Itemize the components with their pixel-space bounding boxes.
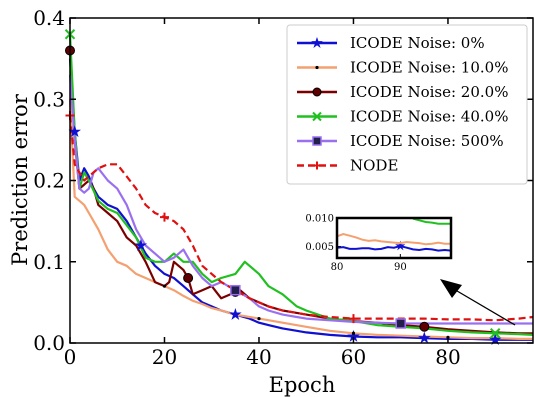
data-point-node: [348, 314, 358, 324]
series-markers: [64, 29, 502, 346]
data-point-icode-noise-40-0: [489, 328, 501, 339]
legend-label: ICODE Noise: 10.0%: [350, 59, 508, 77]
legend-entry: ICODE Noise: 500%: [297, 132, 504, 150]
inset-background: [337, 218, 451, 258]
x-axis-label: Epoch: [269, 373, 336, 397]
data-point-icode-noise-20-0: [183, 273, 194, 283]
legend-label: ICODE Noise: 0%: [350, 34, 485, 52]
inset-zoom: 80 90 0.005 0.010: [305, 214, 453, 273]
legend-marker: [313, 161, 321, 170]
x-tick-label: 20: [152, 345, 177, 369]
legend-label: ICODE Noise: 40.0%: [350, 108, 508, 126]
y-axis-label: Prediction error: [8, 93, 32, 266]
x-tick-label: 80: [435, 345, 460, 369]
inset-arrow: [440, 279, 516, 326]
arrow-head: [440, 279, 462, 298]
series-line-icode-noise-10-0: [68, 99, 533, 340]
legend-entry: ICODE Noise: 0%: [297, 34, 485, 52]
data-point-icode-noise-10-0: [351, 331, 356, 335]
inset-frame: [335, 216, 453, 260]
legend: ICODE Noise: 0% ICODE Noise: 10.0% ICODE N…: [286, 24, 528, 185]
data-point-icode-noise-500: [230, 284, 241, 296]
y-tick-label: 0.3: [33, 87, 65, 111]
inset-line-icode-noise-10-0: [336, 232, 451, 246]
legend-label: NODE: [350, 157, 398, 175]
inset-x-tick-label: 80: [331, 262, 344, 273]
inset-line-icode-noise-40-0: [412, 217, 451, 225]
series-line-icode-noise-0: [68, 58, 533, 341]
y-tick-label: 0.2: [33, 169, 65, 193]
legend-marker: [311, 36, 323, 48]
y-tick-label: 0.4: [33, 6, 65, 30]
inset-point-icode-noise-0: [395, 240, 406, 251]
x-tick-label: 40: [246, 345, 271, 369]
legend-marker: [312, 87, 322, 97]
legend-entry: ICODE Noise: 20.0%: [297, 83, 508, 101]
y-tick-label: 0.1: [33, 250, 65, 274]
inset-line-icode-noise-0: [336, 244, 452, 252]
x-tick-label: 0: [64, 345, 77, 369]
y-tick-label: 0.0: [33, 331, 65, 355]
legend-marker: [312, 111, 322, 122]
legend-entry: NODE: [297, 157, 398, 175]
data-point-icode-noise-20-0: [419, 321, 430, 332]
data-point-icode-noise-0: [134, 238, 148, 251]
data-point-icode-noise-10-0: [257, 317, 261, 321]
inset-y-tick-label: 0.005: [305, 242, 334, 253]
arrow-shaft: [451, 287, 516, 326]
data-point-icode-noise-0: [68, 125, 82, 138]
inset-x-tick-label: 90: [394, 262, 407, 273]
inset-y-tick-label: 0.010: [305, 214, 334, 225]
legend-entry: ICODE Noise: 10.0%: [297, 59, 508, 77]
legend-marker: [312, 136, 322, 146]
legend-label: ICODE Noise: 500%: [350, 132, 504, 150]
axes: 0 20 40 60 80 0.0 0.1 0.2 0.3 0.4: [33, 6, 534, 369]
x-tick-label: 60: [341, 345, 366, 369]
data-point-icode-noise-0: [229, 307, 242, 320]
data-point-icode-noise-10-0: [162, 284, 167, 288]
legend-label: ICODE Noise: 20.0%: [350, 83, 508, 101]
legend-entry: ICODE Noise: 40.0%: [297, 108, 508, 126]
legend-box: [286, 24, 528, 185]
legend-marker: [315, 65, 319, 70]
data-point-icode-noise-500: [395, 318, 406, 329]
data-point-icode-noise-0: [418, 331, 431, 344]
data-point-node: [159, 212, 169, 222]
